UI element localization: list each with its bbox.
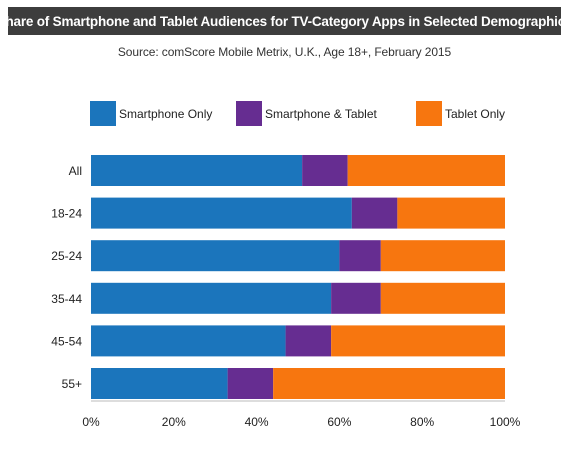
category-label: 25-24 (51, 249, 82, 263)
category-label: 55+ (62, 377, 82, 391)
bar-35-44-series-2 (380, 282, 505, 314)
chart-title: Share of Smartphone and Tablet Audiences… (0, 13, 569, 29)
bar-18-24-series-1 (351, 197, 398, 229)
legend-label-smartphone-only: Smartphone Only (119, 107, 212, 121)
bar-18-24-series-0 (91, 197, 352, 229)
chart-title-bar: Share of Smartphone and Tablet Audiences… (0, 7, 569, 35)
category-label: 45-54 (51, 334, 82, 348)
bar-55--series-2 (273, 368, 505, 399)
legend-label-smartphone-tablet: Smartphone & Tablet (265, 107, 378, 121)
legend-swatch-smartphone-only (90, 101, 116, 126)
x-tick-label: 80% (410, 415, 434, 429)
legend-label-tablet-only: Tablet Only (445, 107, 505, 121)
category-label: All (69, 164, 82, 178)
category-label: 18-24 (51, 207, 82, 221)
bar-25-24-series-1 (339, 240, 381, 272)
bar-all-series-2 (347, 155, 505, 186)
bar-45-54-series-0 (91, 325, 286, 357)
bar-35-44-series-1 (331, 282, 381, 314)
x-tick-label: 100% (490, 415, 521, 429)
bar-all-series-1 (302, 155, 348, 186)
bar-45-54-series-1 (285, 325, 332, 357)
bar-all-series-0 (91, 155, 303, 186)
bar-35-44-series-0 (91, 282, 332, 314)
chart-subtitle: Source: comScore Mobile Metrix, U.K., Ag… (117, 45, 452, 59)
x-tick-label: 0% (82, 415, 100, 429)
legend-swatch-tablet-only (416, 101, 442, 126)
bar-55--series-0 (91, 368, 228, 399)
bar-45-54-series-2 (331, 325, 505, 357)
bar-55--series-1 (227, 368, 274, 399)
bar-25-24-series-0 (91, 240, 340, 272)
x-tick-label: 20% (162, 415, 186, 429)
x-tick-label: 60% (327, 415, 351, 429)
category-label: 35-44 (51, 292, 82, 306)
bar-25-24-series-2 (380, 240, 505, 272)
bar-18-24-series-2 (397, 197, 505, 229)
x-tick-label: 40% (245, 415, 269, 429)
legend-swatch-smartphone-tablet (236, 101, 262, 126)
